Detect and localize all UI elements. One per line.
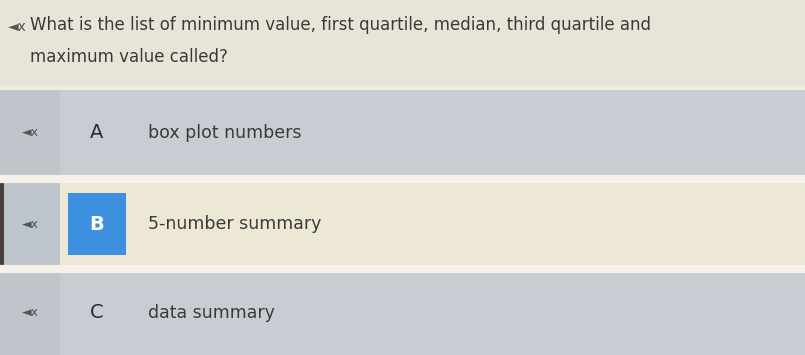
Bar — [0, 88, 805, 177]
Bar — [0, 271, 805, 355]
Text: C: C — [90, 304, 104, 322]
Bar — [0, 271, 60, 355]
Text: What is the list of minimum value, first quartile, median, third quartile and: What is the list of minimum value, first… — [30, 16, 651, 34]
Bar — [0, 181, 805, 267]
Bar — [68, 283, 126, 343]
Text: ◄x: ◄x — [22, 306, 39, 320]
Text: ◄x: ◄x — [22, 218, 39, 230]
Text: A: A — [90, 123, 104, 142]
Text: maximum value called?: maximum value called? — [30, 48, 228, 66]
Bar — [0, 181, 60, 267]
Bar — [68, 193, 126, 255]
Text: data summary: data summary — [148, 304, 275, 322]
Text: ◄x: ◄x — [8, 20, 27, 34]
Bar — [68, 100, 126, 164]
Text: box plot numbers: box plot numbers — [148, 124, 302, 142]
Bar — [0, 181, 4, 267]
Bar — [0, 0, 805, 88]
Text: ◄x: ◄x — [22, 126, 39, 139]
Text: B: B — [89, 214, 105, 234]
Text: 5-number summary: 5-number summary — [148, 215, 321, 233]
Bar — [0, 88, 60, 177]
